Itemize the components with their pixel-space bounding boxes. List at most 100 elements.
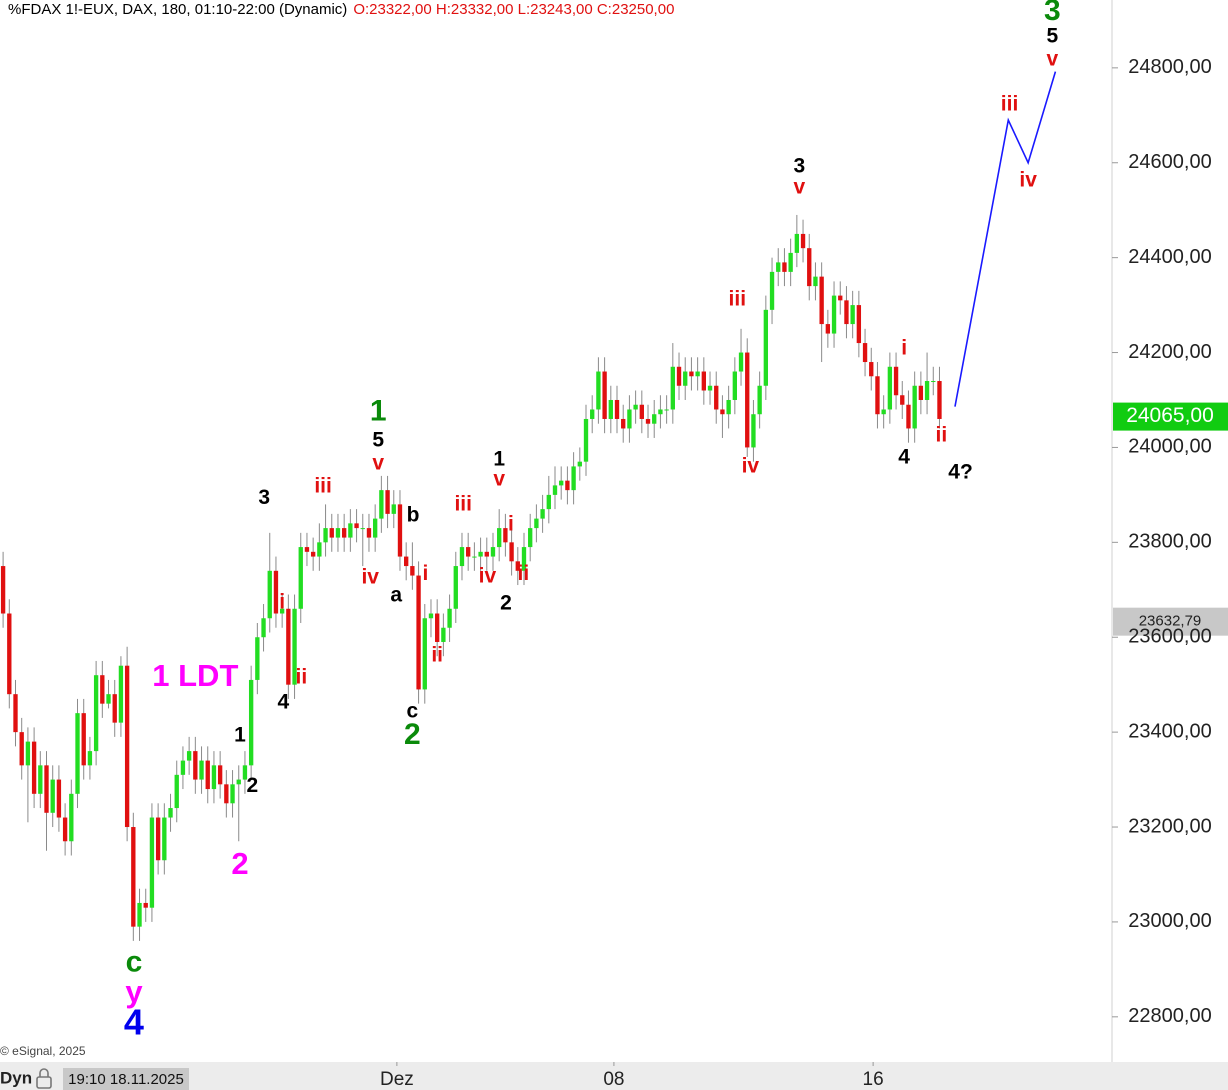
candle-body	[676, 366, 682, 386]
wave-label: 3	[258, 486, 270, 509]
x-tick-label: 16	[863, 1069, 884, 1090]
candle-body	[621, 418, 626, 429]
wave-label: iv	[1019, 168, 1037, 191]
candle-body	[174, 774, 179, 809]
candle-body	[304, 547, 310, 552]
candle-body	[707, 385, 713, 391]
candle-body	[255, 637, 260, 680]
candle-body	[447, 608, 452, 628]
wave-label: iv	[742, 454, 760, 477]
copyright: © eSignal, 2025	[0, 1044, 86, 1058]
candle-body	[273, 570, 279, 614]
wave-label: 4	[124, 1001, 144, 1042]
candle-body	[186, 751, 192, 761]
candle-body	[602, 371, 607, 419]
wave-label: v	[493, 467, 505, 490]
candle-body	[242, 765, 248, 780]
candle-body	[714, 385, 719, 410]
y-tick-label: 24200,00	[1128, 341, 1211, 363]
candle-body	[900, 395, 905, 405]
candle-body	[155, 817, 161, 861]
start-label: 19:10 18.11.2025	[68, 1071, 184, 1088]
wave-label: 3	[1044, 0, 1061, 27]
mode-label: Dyn	[0, 1068, 32, 1087]
candle-body	[422, 618, 427, 690]
candle-body	[608, 399, 613, 419]
candle-body	[571, 466, 576, 491]
candle-body	[720, 409, 725, 415]
candle-body	[745, 352, 750, 448]
candle-body	[366, 528, 372, 538]
labels: 22800,00 23000,00 23200,00 23400,00 23600,00…	[124, 0, 1214, 1090]
candle-body	[763, 309, 769, 386]
plot-area	[0, 0, 1112, 1062]
wave-label: ii	[431, 643, 443, 666]
candle-body	[552, 485, 558, 495]
candle-body	[776, 262, 781, 272]
candle-body	[577, 461, 582, 467]
candle-body	[75, 713, 80, 794]
marks	[0, 67, 1228, 1066]
y-tick-label: 23400,00	[1128, 720, 1211, 742]
candle-body	[689, 371, 694, 377]
wave-label: 1	[370, 395, 387, 428]
candle-body	[490, 547, 496, 557]
wave-label: 2	[247, 774, 259, 797]
wave-label: iii	[314, 474, 332, 497]
symbol-info: %FDAX 1!-EUX, DAX, 180, 01:10-22:00 (Dyn…	[8, 1, 347, 18]
candle-body	[13, 694, 18, 733]
wave-label: ii	[518, 562, 530, 585]
wave-label: 1	[234, 723, 246, 746]
wave-label: v	[793, 175, 805, 198]
candle-body	[825, 324, 831, 334]
wave-label: iv	[361, 565, 379, 588]
candle-body	[56, 779, 62, 818]
candle-body	[335, 528, 341, 538]
candle-body	[738, 352, 744, 372]
candle-body	[484, 551, 489, 557]
candle-body	[614, 399, 620, 419]
candle-body	[546, 494, 551, 510]
candle-body	[199, 760, 204, 780]
wave-label: iii	[729, 287, 747, 310]
price-marker	[1113, 402, 1228, 431]
candle-body	[62, 817, 68, 842]
candle-body	[472, 556, 477, 558]
candle-body	[670, 366, 675, 410]
candle-body	[633, 404, 638, 410]
candle-body	[106, 694, 111, 704]
wave-label: 2	[500, 592, 512, 615]
wave-label: ii	[296, 666, 308, 689]
candle-body	[658, 409, 663, 415]
candle-body	[459, 547, 465, 567]
candle-body	[211, 765, 217, 790]
wave-label: 2	[404, 718, 421, 751]
candle-body	[893, 366, 899, 396]
projection-line	[954, 71, 1057, 407]
candle-body	[509, 542, 514, 562]
candle-body	[317, 542, 322, 557]
candle-body	[875, 376, 880, 415]
y-tick-label: 24800,00	[1128, 56, 1211, 78]
lock-icon[interactable]	[36, 1068, 52, 1089]
candle-body	[887, 366, 893, 410]
candle-body	[323, 528, 328, 543]
candle-body	[143, 902, 148, 908]
candle-body	[19, 732, 24, 766]
candle-body	[844, 300, 849, 325]
candle-body	[81, 713, 86, 766]
candle-body	[453, 566, 458, 609]
candle-body	[924, 381, 930, 400]
candle-body	[267, 570, 272, 619]
price-axis	[1112, 0, 1228, 1062]
candle-body	[931, 381, 936, 383]
candle-body	[205, 760, 210, 790]
wave-label: 4	[278, 690, 290, 713]
candle-body	[230, 784, 235, 804]
candle-body	[428, 613, 434, 619]
candle-body	[372, 518, 378, 538]
candle-body	[261, 618, 266, 638]
candle-body	[248, 679, 254, 766]
wave-label: i	[422, 562, 428, 585]
candle-body	[410, 566, 415, 576]
